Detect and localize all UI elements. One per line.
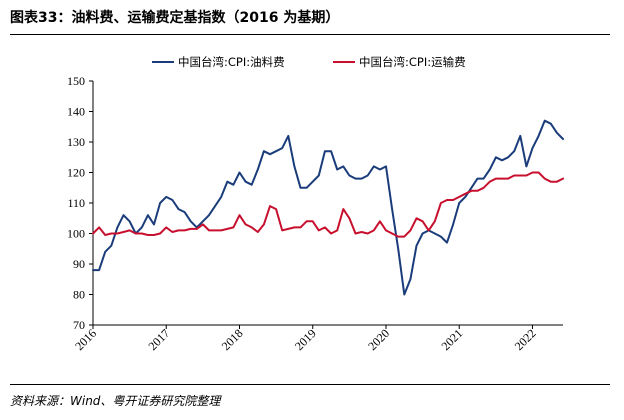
series-line-1	[92, 119, 564, 296]
figure-title: 图表33：油料费、运输费定基指数（2016 为基期）	[10, 10, 340, 26]
y-tick-label: 150	[67, 74, 85, 88]
x-tick-label: 2020	[365, 326, 392, 353]
chart-axes	[92, 81, 563, 326]
x-tick-label: 2021	[438, 326, 465, 353]
x-tick-label: 2018	[219, 326, 246, 353]
y-tick-label: 90	[73, 257, 85, 271]
chart-legend: 中国台湾:CPI:油料费 中国台湾:CPI:运输费	[152, 55, 466, 69]
source-note: 资料来源：Wind、粤开证券研究院整理	[10, 394, 221, 408]
y-tick-label: 120	[67, 166, 85, 180]
x-tick-label: 2017	[145, 326, 172, 353]
title-rule	[10, 34, 610, 35]
y-tick-label: 130	[67, 135, 85, 149]
y-tick-label: 140	[67, 105, 85, 119]
y-tick-label: 70	[73, 318, 85, 332]
y-tick-label: 110	[67, 196, 85, 210]
legend-label-2: 中国台湾:CPI:运输费	[359, 55, 466, 69]
chart-series	[92, 119, 564, 296]
source-rule	[10, 384, 610, 385]
x-tick-label: 2022	[512, 326, 539, 353]
y-tick-label: 100	[67, 227, 85, 241]
legend-label-1: 中国台湾:CPI:油料费	[178, 55, 285, 69]
x-tick-label: 2019	[292, 326, 319, 353]
series-line-2	[92, 171, 564, 238]
y-tick-label: 80	[73, 288, 85, 302]
